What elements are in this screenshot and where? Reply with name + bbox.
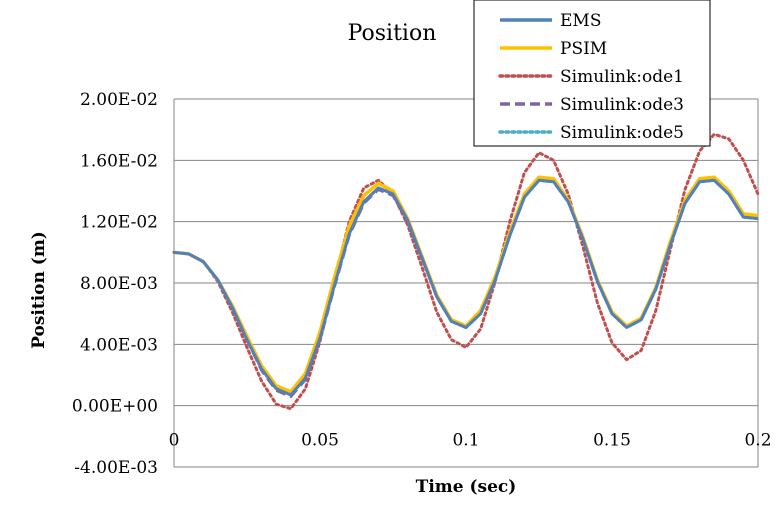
y-tick-label: 4.00E-03 xyxy=(80,335,158,355)
legend-label: Simulink:ode5 xyxy=(560,123,684,143)
y-tick-label: 0.00E+00 xyxy=(72,397,158,417)
x-tick-label: 0.1 xyxy=(452,431,479,451)
chart-title: Position xyxy=(348,21,437,46)
x-axis-ticks: 0 0.05 0.1 0.15 0.2 xyxy=(169,431,772,451)
series-line-ems xyxy=(173,178,759,397)
legend: EMS PSIM Simulink:ode1 Simulink:ode3 Simulin… xyxy=(473,0,711,147)
series-lines xyxy=(172,132,760,411)
legend-label: PSIM xyxy=(560,39,607,59)
y-tick-label: 1.20E-02 xyxy=(80,213,158,233)
y-tick-label: -4.00E-03 xyxy=(74,458,158,478)
legend-label: Simulink:ode1 xyxy=(560,67,684,87)
legend-label: EMS xyxy=(560,11,601,31)
x-tick-label: 0.05 xyxy=(301,431,339,451)
y-tick-label: 2.00E-02 xyxy=(80,90,158,110)
x-axis-label: Time (sec) xyxy=(416,477,517,497)
legend-label: Simulink:ode3 xyxy=(560,95,684,115)
y-axis-ticks: -4.00E-03 0.00E+00 4.00E-03 8.00E-03 1.20E-0… xyxy=(72,90,158,478)
x-tick-label: 0.2 xyxy=(744,431,771,451)
y-tick-label: 8.00E-03 xyxy=(80,274,158,294)
x-tick-label: 0 xyxy=(169,431,180,451)
y-axis-label: Position (m) xyxy=(29,231,49,349)
x-tick-label: 0.15 xyxy=(593,431,631,451)
plot-area xyxy=(173,99,759,467)
legend-box xyxy=(473,0,711,147)
series-line-simulink-ode1 xyxy=(172,132,760,411)
y-tick-label: 1.60E-02 xyxy=(80,151,158,171)
